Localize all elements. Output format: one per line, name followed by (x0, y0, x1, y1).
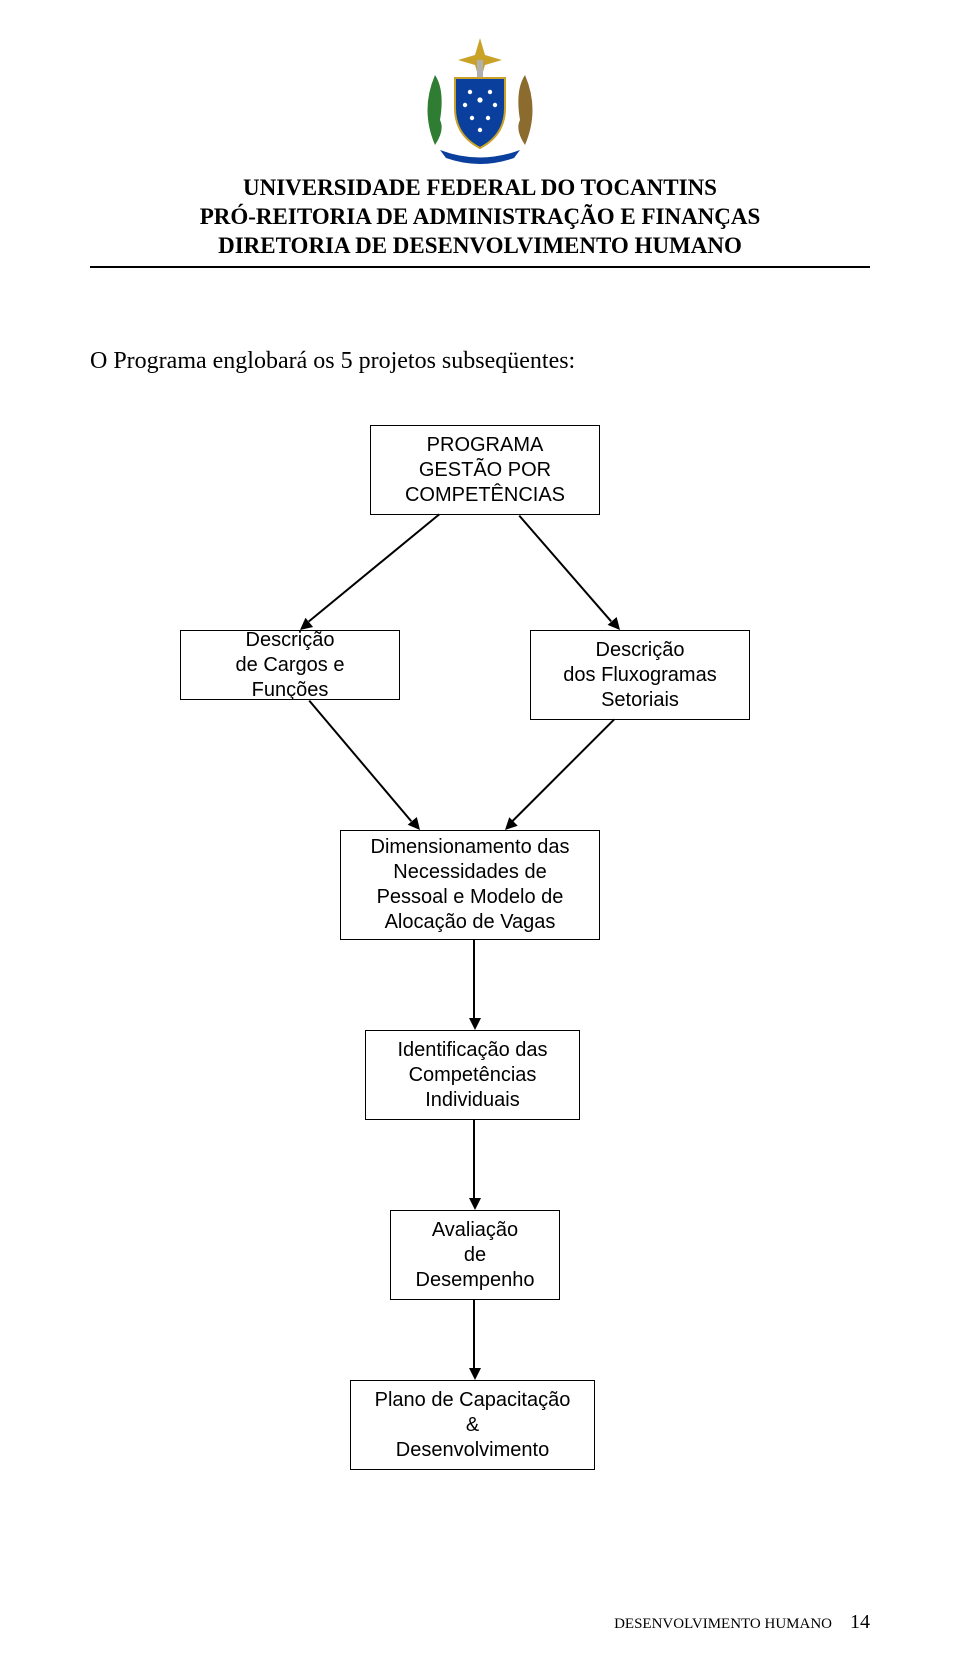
flow-arrow-line (519, 515, 612, 622)
flow-node-plano: Plano de Capacitação&Desenvolvimento (350, 1380, 595, 1470)
page-number: 14 (850, 1611, 870, 1634)
flow-arrow-line (512, 719, 615, 822)
university-line-3: DIRETORIA DE DESENVOLVIMENTO HUMANO (200, 232, 761, 261)
flow-node-label: de Cargos e Funções (195, 653, 385, 703)
flow-node-label: Desenvolvimento (396, 1438, 549, 1463)
flow-node-label: Competências (409, 1063, 537, 1088)
main-content: O Programa englobará os 5 projetos subse… (90, 348, 870, 1475)
flowchart-canvas: PROGRAMAGESTÃO PORCOMPETÊNCIASDescriçãod… (90, 425, 870, 1475)
page-footer: DESENVOLVIMENTO HUMANO 14 (614, 1611, 870, 1634)
flow-arrow-head (469, 1018, 481, 1030)
flow-node-dim: Dimensionamento dasNecessidades dePessoa… (340, 830, 600, 940)
footer-text: DESENVOLVIMENTO HUMANO (614, 1616, 832, 1633)
flow-node-root: PROGRAMAGESTÃO PORCOMPETÊNCIAS (370, 425, 600, 515)
flow-node-aval: AvaliaçãodeDesempenho (390, 1210, 560, 1300)
crest-icon (410, 30, 550, 170)
flow-node-label: Dimensionamento das (371, 835, 570, 860)
university-line-1: UNIVERSIDADE FEDERAL DO TOCANTINS (200, 174, 761, 203)
flow-node-label: Descrição (246, 628, 335, 653)
flow-node-label: Individuais (425, 1088, 520, 1113)
flow-node-label: Pessoal e Modelo de (377, 885, 564, 910)
flow-node-label: & (466, 1413, 479, 1438)
flow-node-label: Plano de Capacitação (375, 1388, 571, 1413)
page: UNIVERSIDADE FEDERAL DO TOCANTINS PRÓ-RE… (0, 0, 960, 1656)
lead-paragraph: O Programa englobará os 5 projetos subse… (90, 348, 870, 375)
flow-node-label: Identificação das (397, 1038, 547, 1063)
flow-node-label: Desempenho (416, 1268, 535, 1293)
flow-node-left: Descriçãode Cargos e Funções (180, 630, 400, 700)
flow-arrow-line (474, 1120, 476, 1198)
flow-node-label: Avaliação (432, 1218, 518, 1243)
university-line-2: PRÓ-REITORIA DE ADMINISTRAÇÃO E FINANÇAS (200, 203, 761, 232)
flow-node-label: Alocação de Vagas (385, 910, 556, 935)
flow-node-label: PROGRAMA (427, 433, 544, 458)
flow-arrow-line (309, 700, 412, 822)
flow-arrow-line (474, 940, 476, 1018)
university-title-block: UNIVERSIDADE FEDERAL DO TOCANTINS PRÓ-RE… (200, 174, 761, 260)
header-divider (90, 266, 870, 268)
flow-node-label: Necessidades de (393, 860, 546, 885)
flow-node-label: GESTÃO POR (419, 458, 551, 483)
crest-svg (410, 30, 550, 170)
flow-arrow-line (308, 514, 440, 623)
flow-node-label: de (464, 1243, 486, 1268)
flow-node-label: dos Fluxogramas (563, 663, 716, 688)
flow-arrow-line (474, 1300, 476, 1368)
flow-node-label: Descrição (596, 638, 685, 663)
flow-arrow-head (469, 1368, 481, 1380)
flow-node-right: Descriçãodos FluxogramasSetoriais (530, 630, 750, 720)
document-header: UNIVERSIDADE FEDERAL DO TOCANTINS PRÓ-RE… (90, 30, 870, 268)
flow-node-label: Setoriais (601, 688, 679, 713)
flow-node-label: COMPETÊNCIAS (405, 483, 565, 508)
flow-arrow-head (469, 1198, 481, 1210)
flow-node-ident: Identificação dasCompetênciasIndividuais (365, 1030, 580, 1120)
